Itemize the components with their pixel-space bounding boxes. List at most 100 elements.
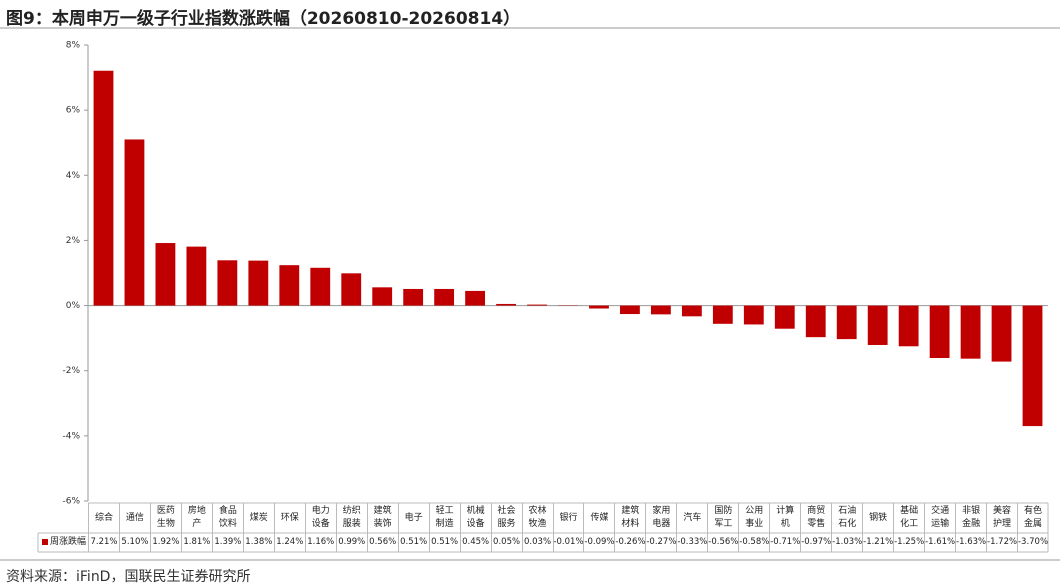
value-label: -0.56% (707, 533, 738, 552)
bar (372, 287, 393, 306)
value-label: 0.51% (397, 533, 429, 552)
x-tick-label: 社会服务 (490, 503, 522, 533)
value-label: 0.99% (335, 533, 367, 552)
x-tick-label: 石油石化 (831, 503, 862, 533)
bar (991, 305, 1012, 362)
x-tick-label: 建筑材料 (614, 503, 645, 533)
x-tick-label: 有色金属 (1017, 503, 1048, 533)
y-tick-label: 2% (66, 236, 81, 246)
x-tick-label: 美容护理 (986, 503, 1017, 533)
value-label: -3.70% (1017, 533, 1048, 552)
bar (248, 260, 269, 306)
x-tick-label: 家用电器 (645, 503, 676, 533)
x-tick-label: 公用事业 (738, 503, 769, 533)
source-note: 资料来源：iFinD，国联民生证券研究所 (6, 569, 251, 585)
value-label: -1.63% (955, 533, 986, 552)
x-tick-label: 医药生物 (149, 503, 181, 533)
bar (774, 305, 795, 329)
value-label: 7.21% (88, 533, 119, 552)
x-tick-label: 基础化工 (893, 503, 924, 533)
bar (279, 265, 300, 306)
y-tick-label: 4% (66, 171, 81, 181)
value-label: 1.38% (242, 533, 274, 552)
value-label: -0.09% (583, 533, 614, 552)
x-tick-label: 汽车 (676, 503, 707, 533)
x-tick-label: 电力设备 (304, 503, 336, 533)
value-label: -0.26% (614, 533, 645, 552)
bar (124, 139, 145, 306)
x-tick-label: 银行 (552, 503, 584, 533)
bar (712, 305, 733, 324)
x-tick-label: 交通运输 (924, 503, 955, 533)
value-label: -1.03% (831, 533, 862, 552)
value-label: -1.21% (862, 533, 893, 552)
value-label: 0.45% (459, 533, 491, 552)
bar (496, 303, 516, 306)
bar (434, 288, 455, 306)
bar (620, 305, 640, 315)
bar (589, 305, 609, 309)
value-label: -0.71% (769, 533, 800, 552)
x-tick-label: 通信 (118, 503, 150, 533)
bar (681, 305, 702, 317)
chart-title: 图9：本周申万一级子行业指数涨跌幅（20260810-20260814） (6, 9, 521, 29)
x-tick-label: 计算机 (769, 503, 800, 533)
bar (743, 305, 764, 325)
value-label: 5.10% (118, 533, 150, 552)
legend-label: 周涨跌幅 (50, 537, 87, 547)
value-label: 1.16% (304, 533, 336, 552)
bar (310, 267, 331, 306)
bar (805, 305, 826, 338)
bar (929, 305, 950, 359)
value-label: 0.51% (428, 533, 460, 552)
value-label: -0.97% (800, 533, 831, 552)
value-label: 1.39% (211, 533, 243, 552)
x-tick-label: 纺织服装 (335, 503, 367, 533)
bar (650, 305, 671, 315)
value-label: 0.56% (366, 533, 398, 552)
x-tick-label: 农林牧渔 (521, 503, 553, 533)
y-tick-label: -6% (62, 497, 80, 507)
x-tick-label: 煤炭 (242, 503, 274, 533)
x-tick-label: 国防军工 (707, 503, 738, 533)
x-tick-label: 建筑装饰 (366, 503, 398, 533)
x-tick-label: 房地产 (180, 503, 212, 533)
value-label: -0.27% (645, 533, 676, 552)
x-tick-label: 非银金融 (955, 503, 986, 533)
legend-swatch (42, 539, 48, 545)
y-tick-label: 0% (66, 301, 81, 311)
y-tick-label: 8% (66, 41, 81, 51)
y-tick-label: -4% (62, 431, 80, 441)
x-tick-label: 钢铁 (862, 503, 893, 533)
bar (186, 246, 207, 306)
x-tick-label: 环保 (273, 503, 305, 533)
bar (867, 305, 888, 345)
x-tick-label: 电子 (397, 503, 429, 533)
y-tick-label: -2% (62, 366, 80, 376)
x-tick-label: 商贸零售 (800, 503, 831, 533)
bar (527, 304, 547, 306)
bar (898, 305, 919, 347)
value-label: -1.25% (893, 533, 924, 552)
x-tick-label: 机械设备 (459, 503, 491, 533)
value-label: -0.33% (676, 533, 707, 552)
x-tick-label: 传媒 (583, 503, 614, 533)
value-label: -1.72% (986, 533, 1017, 552)
bar (403, 288, 424, 306)
value-label: 0.03% (521, 533, 553, 552)
bar (155, 243, 176, 306)
bar (93, 70, 114, 306)
value-label: -0.01% (552, 533, 584, 552)
value-label: 1.24% (273, 533, 305, 552)
bar (217, 260, 238, 306)
value-label: -0.58% (738, 533, 769, 552)
x-tick-label: 轻工制造 (428, 503, 460, 533)
bar (960, 305, 981, 359)
value-label: 1.81% (180, 533, 212, 552)
value-label: -1.61% (924, 533, 955, 552)
x-tick-label: 综合 (88, 503, 119, 533)
bar (341, 273, 362, 306)
x-tick-label: 食品饮料 (211, 503, 243, 533)
